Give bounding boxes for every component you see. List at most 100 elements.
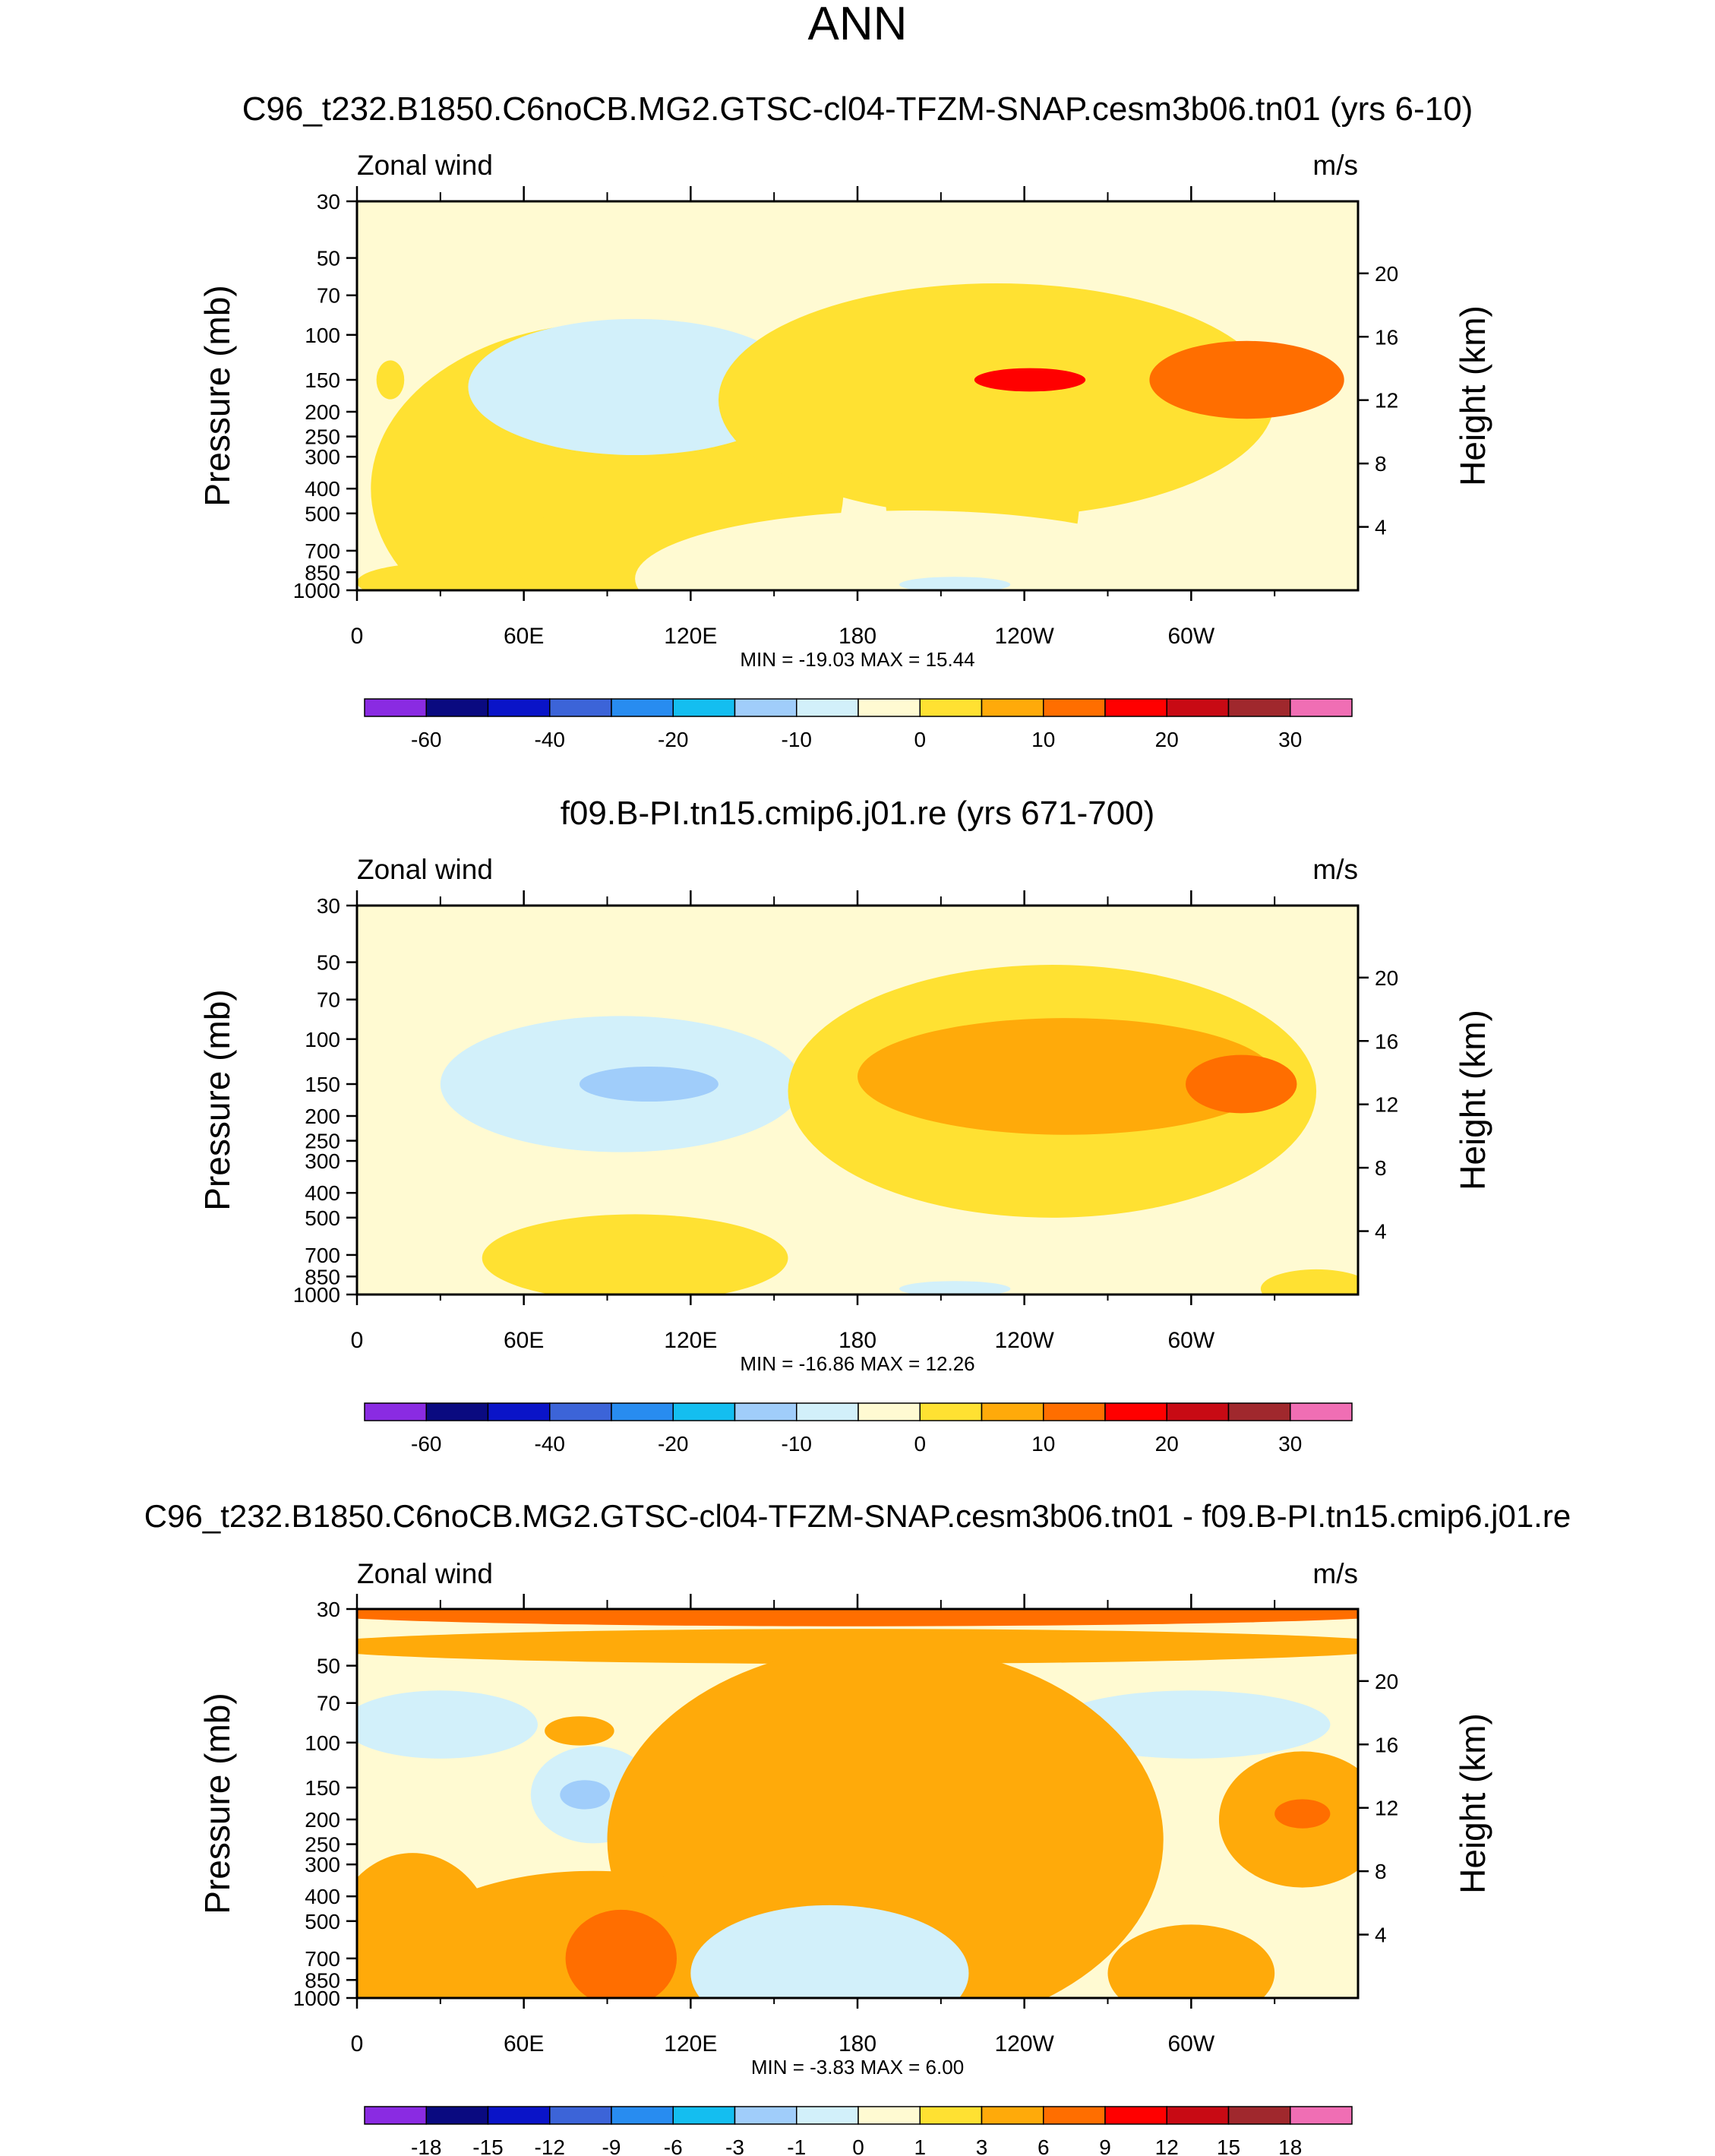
contour-region bbox=[560, 1780, 611, 1810]
panel-3-y-tick-label: 850 bbox=[305, 1968, 340, 1992]
panel-2-plot-area bbox=[355, 904, 1360, 1296]
colorbar-swatch bbox=[796, 1402, 859, 1421]
panel-2-colorbar-labels: -60 -40 -20 -10 0 10 20 30 bbox=[411, 1432, 1302, 1456]
panel-3-y-tick-label: 250 bbox=[305, 1833, 340, 1857]
colorbar-swatch bbox=[919, 1402, 983, 1421]
contour-region bbox=[579, 1066, 719, 1102]
panel-2-min-max-stats: MIN = -16.86 MAX = 12.26 bbox=[740, 1352, 974, 1375]
panel-2-colorbar-label: 10 bbox=[1031, 1432, 1055, 1456]
contour-region bbox=[1186, 1054, 1297, 1114]
colorbar-swatch bbox=[425, 2106, 489, 2125]
panel-3-colorbar-label: 12 bbox=[1155, 2135, 1179, 2156]
panel-3-colorbar-labels: -18 -15 -12 -9 -6 -3 -1 0 1 3 6 9 12 15 … bbox=[411, 2135, 1302, 2156]
contour-region bbox=[974, 368, 1086, 392]
panel-1-height-tick-label: 4 bbox=[1375, 516, 1387, 539]
contour-region bbox=[621, 243, 733, 259]
panel-3-colorbar-label: 9 bbox=[1099, 2135, 1111, 2156]
panel-3-y-tick-label: 100 bbox=[305, 1731, 340, 1755]
panel-1-x-tick-label: 0 bbox=[351, 624, 364, 649]
panel-1-plot-area bbox=[355, 200, 1360, 592]
panel-1-x-tick-label: 180 bbox=[839, 624, 876, 649]
contour-region bbox=[718, 283, 1275, 517]
colorbar-swatch bbox=[1166, 2106, 1230, 2125]
panel-1-right-axis-title: Height (km) bbox=[1453, 305, 1492, 486]
panel-2-height-tick-label: 16 bbox=[1375, 1029, 1398, 1053]
panel-2-x-tick-label: 180 bbox=[839, 1328, 876, 1353]
contour-region bbox=[899, 577, 1011, 590]
panel-3-height-tick-label: 12 bbox=[1375, 1797, 1398, 1820]
colorbar-swatch bbox=[919, 698, 983, 717]
panel-3-height-tick-label: 4 bbox=[1375, 1924, 1387, 1947]
panel-1-title: C96_t232.B1850.C6noCB.MG2.GTSC-cl04-TFZM… bbox=[242, 90, 1473, 128]
panel-1-x-tick-label: 120W bbox=[994, 624, 1054, 649]
panel-3-colorbar bbox=[364, 2106, 1353, 2125]
panel-3-x-tick-label: 180 bbox=[839, 2031, 876, 2056]
panel-2-colorbar-label: -20 bbox=[658, 1432, 688, 1456]
panel-1-y-tick-label: 400 bbox=[305, 477, 340, 501]
panel-3-y-tick-label: 500 bbox=[305, 1910, 340, 1933]
panel-3-height-tick-label: 8 bbox=[1375, 1860, 1387, 1883]
panel-1-y-tick-labels: 30 50 70 100 150 200 250 300 400 500 700… bbox=[293, 190, 340, 602]
panel-3-y-tick-label: 30 bbox=[317, 1598, 340, 1621]
colorbar-swatch bbox=[1227, 2106, 1291, 2125]
panel-1-colorbar-label: -20 bbox=[658, 728, 688, 751]
contour-region bbox=[858, 1018, 1275, 1135]
panel-3-x-tick-label: 60E bbox=[504, 2031, 544, 2056]
panel-1-y-tick-label: 200 bbox=[305, 400, 340, 424]
colorbar-swatch bbox=[1166, 698, 1230, 717]
panel-3-x-tick-label: 0 bbox=[351, 2031, 364, 2056]
panel-1-colorbar-label: 20 bbox=[1155, 728, 1179, 751]
panel-3-ticks bbox=[346, 1594, 1369, 2009]
panel-1-height-tick-label: 12 bbox=[1375, 389, 1398, 413]
panel-3-plot-area bbox=[355, 1608, 1360, 2000]
panel-3-y-tick-label: 400 bbox=[305, 1885, 340, 1908]
colorbar-swatch bbox=[858, 698, 921, 717]
panel-1-y-tick-label: 300 bbox=[305, 445, 340, 469]
panel-1-height-tick-label: 16 bbox=[1375, 325, 1398, 349]
colorbar-swatch bbox=[1290, 698, 1353, 717]
panel-3-y-tick-label: 1000 bbox=[293, 1987, 340, 2010]
contour-region bbox=[357, 1690, 538, 1759]
contour-region bbox=[1260, 1269, 1358, 1295]
colorbar-swatch bbox=[981, 2106, 1044, 2125]
panel-2-colorbar bbox=[364, 1402, 1353, 1421]
panel-1-y-tick-label: 500 bbox=[305, 502, 340, 526]
figure-title: ANN bbox=[808, 0, 908, 50]
panel-2-x-tick-label: 0 bbox=[351, 1328, 364, 1353]
colorbar-swatch bbox=[1043, 698, 1106, 717]
contour-region bbox=[357, 1609, 1358, 1626]
colorbar-swatch bbox=[1104, 1402, 1167, 1421]
colorbar-swatch bbox=[1227, 698, 1291, 717]
panel-2-height-tick-label: 20 bbox=[1375, 966, 1398, 990]
panel-3-group: C96_t232.B1850.C6noCB.MG2.GTSC-cl04-TFZM… bbox=[144, 1498, 1571, 2156]
panel-2-colorbar-label: 0 bbox=[914, 1432, 926, 1456]
panel-1-y-tick-label: 850 bbox=[305, 561, 340, 584]
contour-region bbox=[357, 1853, 497, 1998]
colorbar-swatch bbox=[611, 2106, 674, 2125]
colorbar-swatch bbox=[1043, 2106, 1106, 2125]
panel-3-height-tick-label: 16 bbox=[1375, 1733, 1398, 1756]
panel-2-title: f09.B-PI.tn15.cmip6.j01.re (yrs 671-700) bbox=[561, 795, 1155, 832]
panel-2-colorbar-label: -10 bbox=[782, 1432, 812, 1456]
panel-2-x-tick-label: 120E bbox=[664, 1328, 717, 1353]
contour-region bbox=[545, 1716, 614, 1746]
panel-1-x-tick-labels: 0 60E 120E 180 120W 60W bbox=[351, 624, 1215, 649]
colorbar-swatch bbox=[549, 2106, 612, 2125]
panel-2-y-tick-label: 300 bbox=[305, 1149, 340, 1173]
panel-1-colorbar-label: 0 bbox=[914, 728, 926, 751]
panel-2-colorbar-label: 30 bbox=[1278, 1432, 1302, 1456]
panel-2-y-tick-label: 1000 bbox=[293, 1283, 340, 1307]
panel-2-y-tick-label: 70 bbox=[317, 988, 340, 1012]
panel-1-height-tick-label: 20 bbox=[1375, 262, 1398, 286]
panel-2-y-tick-label: 30 bbox=[317, 894, 340, 918]
panel-3-colorbar-label: -1 bbox=[787, 2135, 806, 2156]
contour-region bbox=[690, 1905, 969, 1998]
panel-2-y-tick-label: 700 bbox=[305, 1244, 340, 1267]
panel-3-colorbar-label: 1 bbox=[914, 2135, 926, 2156]
panel-2-x-tick-labels: 0 60E 120E 180 120W 60W bbox=[351, 1328, 1215, 1353]
colorbar-swatch bbox=[487, 2106, 551, 2125]
panel-3-x-tick-label: 120E bbox=[664, 2031, 717, 2056]
panel-1-ticks bbox=[346, 186, 1369, 601]
colorbar-swatch bbox=[672, 698, 736, 717]
